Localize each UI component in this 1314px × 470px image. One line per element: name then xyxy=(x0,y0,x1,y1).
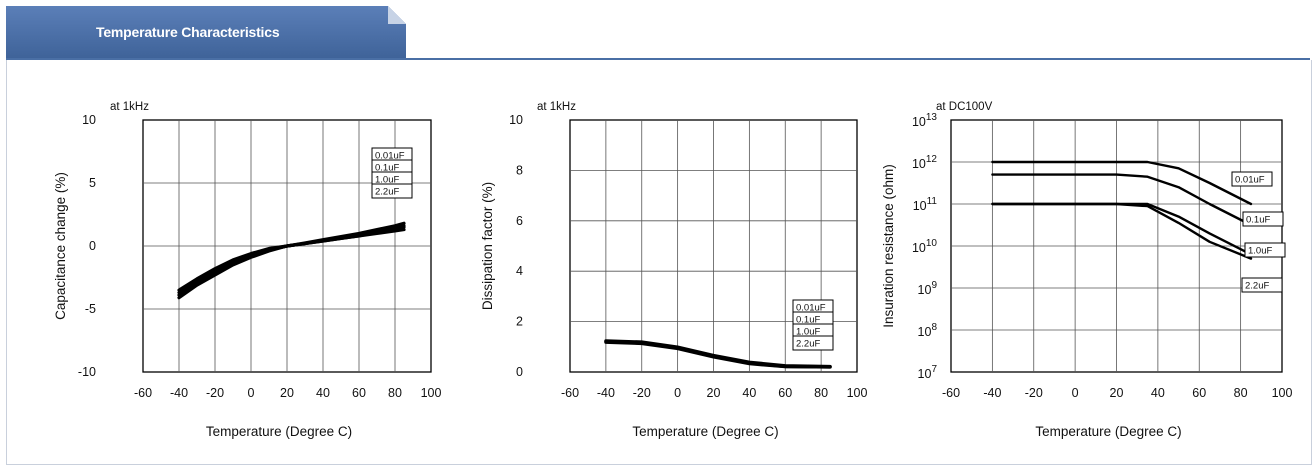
legend-label: 1.0uF xyxy=(375,175,399,186)
y-tick-label: 1011 xyxy=(913,196,938,213)
x-tick-label: 20 xyxy=(280,386,294,400)
y-tick-label: 0 xyxy=(89,239,96,253)
x-tick-label: 100 xyxy=(847,386,868,400)
chart-annotation: at 1kHz xyxy=(537,101,576,113)
y-tick-label: -10 xyxy=(78,365,96,379)
x-tick-label: 0 xyxy=(1072,386,1079,400)
x-tick-label: 0 xyxy=(248,386,255,400)
x-tick-label: -20 xyxy=(206,386,224,400)
y-tick-label: 10 xyxy=(509,113,523,127)
legend-label: 0.01uF xyxy=(375,151,405,162)
legend-label: 2.2uF xyxy=(1245,281,1269,292)
x-tick-label: -60 xyxy=(942,386,960,400)
legend-label: 0.1uF xyxy=(1246,215,1270,226)
x-tick-label: 100 xyxy=(421,386,442,400)
x-tick-label: 80 xyxy=(388,386,402,400)
chart-annotation: at DC100V xyxy=(936,101,993,113)
legend-label: 0.01uF xyxy=(1235,175,1265,186)
y-axis-title: Dissipation factor (%) xyxy=(480,182,495,310)
y-tick-label: 0 xyxy=(516,365,523,379)
x-tick-label: 20 xyxy=(1110,386,1124,400)
y-tick-label: 10 xyxy=(82,113,96,127)
legend-box xyxy=(792,335,834,351)
y-tick-label: 1013 xyxy=(912,112,937,129)
y-tick-label: 1010 xyxy=(912,238,937,255)
y-tick-label: 2 xyxy=(516,315,523,329)
y-axis-title: Insuration resistance (ohm) xyxy=(881,164,896,328)
legend-label: 0.1uF xyxy=(375,163,399,174)
y-tick-label: 4 xyxy=(516,264,523,278)
x-tick-label: 60 xyxy=(1192,386,1206,400)
x-tick-label: 80 xyxy=(814,386,828,400)
legend-box xyxy=(1244,242,1286,258)
y-tick-label: 8 xyxy=(516,163,523,177)
chart-1: -60 -40 -20 0 20 40 60 80 100 10 5 0 -5 -10 at 1kHz Tem… xyxy=(53,101,441,439)
y-tick-label: 109 xyxy=(918,280,938,297)
x-tick-label: 60 xyxy=(778,386,792,400)
x-axis-title: Temperature (Degree C) xyxy=(206,424,352,439)
x-tick-label: 20 xyxy=(707,386,721,400)
y-tick-label: 1012 xyxy=(912,154,937,171)
y-tick-label: 6 xyxy=(516,214,523,228)
y-axis-title: Capacitance change (%) xyxy=(53,172,68,320)
y-tick-label: 108 xyxy=(918,322,938,339)
x-tick-label: 40 xyxy=(1151,386,1165,400)
charts-panel xyxy=(6,60,1312,465)
x-tick-label: -40 xyxy=(597,386,615,400)
legend-label: 0.1uF xyxy=(796,315,820,326)
series-line xyxy=(991,160,1253,206)
x-tick-label: 60 xyxy=(352,386,366,400)
x-tick-label: 0 xyxy=(674,386,681,400)
x-axis-title: Temperature (Degree C) xyxy=(632,424,778,439)
x-tick-label: -40 xyxy=(170,386,188,400)
x-tick-label: -20 xyxy=(633,386,651,400)
legend-label: 2.2uF xyxy=(796,339,820,350)
section-divider xyxy=(6,58,1310,60)
chart-annotation: at 1kHz xyxy=(110,101,149,113)
legend-box xyxy=(1242,211,1284,227)
legend-box xyxy=(1241,277,1283,293)
x-tick-label: 40 xyxy=(316,386,330,400)
x-axis-title: Temperature (Degree C) xyxy=(1035,424,1181,439)
x-tick-label: 100 xyxy=(1272,386,1293,400)
series-line xyxy=(604,339,832,369)
series-line xyxy=(177,225,406,300)
legend-label: 1.0uF xyxy=(1248,246,1272,257)
section-tab xyxy=(6,6,406,60)
y-tick-label: 5 xyxy=(89,176,96,190)
x-tick-label: 80 xyxy=(1234,386,1248,400)
y-tick-label: 107 xyxy=(918,364,938,381)
series-line xyxy=(991,173,1253,227)
x-tick-label: 40 xyxy=(742,386,756,400)
x-tick-label: -60 xyxy=(561,386,579,400)
chart-3: -60 -40 -20 0 20 40 60 80 100 1013 1012 1011 1010 109… xyxy=(881,101,1292,439)
legend-box xyxy=(371,183,413,199)
legend-label: 0.01uF xyxy=(796,303,826,314)
legend-box xyxy=(1231,171,1273,187)
x-tick-label: -60 xyxy=(134,386,152,400)
x-tick-label: -20 xyxy=(1025,386,1043,400)
series-line xyxy=(991,202,1253,260)
legend-label: 2.2uF xyxy=(375,187,399,198)
y-tick-label: -5 xyxy=(85,302,96,316)
legend-label: 1.0uF xyxy=(796,327,820,338)
section-title: Temperature Characteristics xyxy=(96,24,280,40)
x-tick-label: -40 xyxy=(983,386,1001,400)
